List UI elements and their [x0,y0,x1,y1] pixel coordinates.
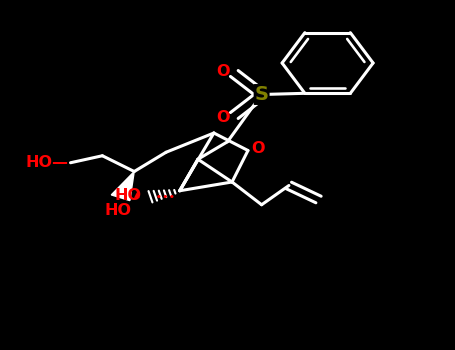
Text: HO—: HO— [25,155,68,170]
Text: ▴: ▴ [134,190,140,200]
Text: O: O [251,141,265,156]
Text: O: O [216,64,230,79]
Text: S: S [255,85,268,104]
Text: HO: HO [105,203,132,218]
Text: O: O [216,110,230,125]
Polygon shape [111,172,134,201]
Text: HO: HO [114,189,141,203]
Text: •••: ••• [150,192,175,202]
